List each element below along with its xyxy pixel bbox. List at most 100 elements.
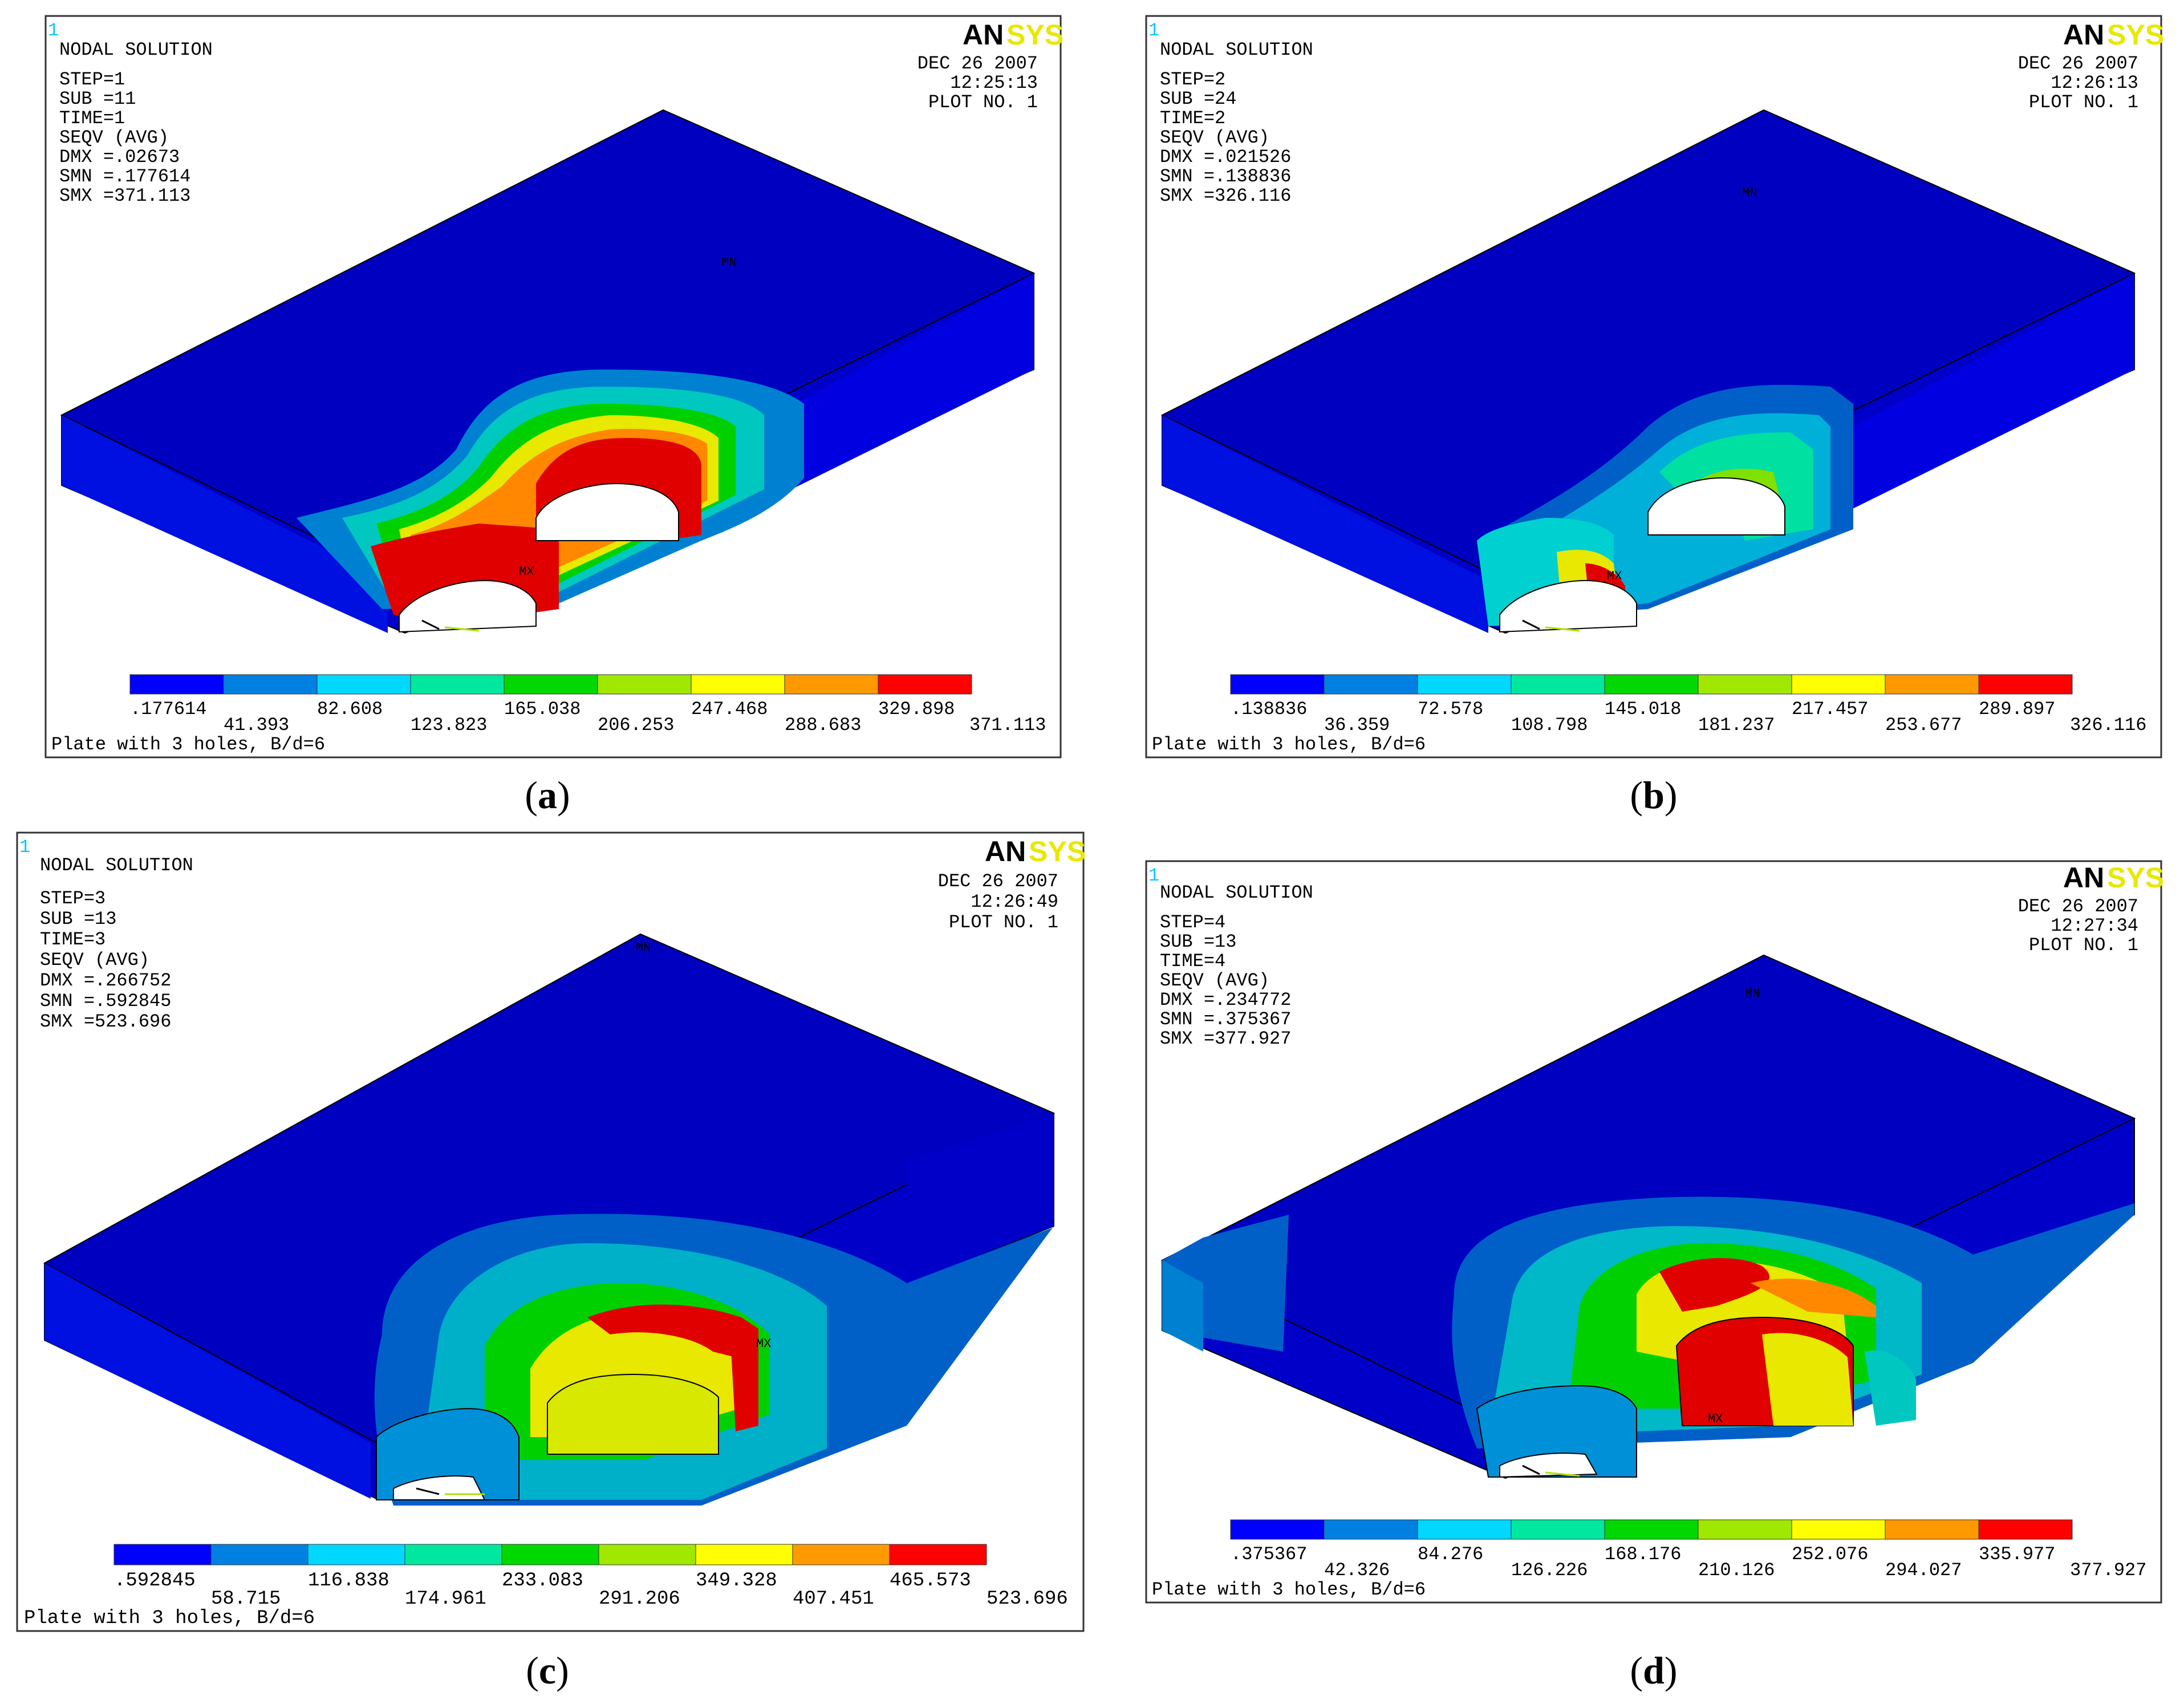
legend-swatch — [1417, 1519, 1512, 1540]
legend-swatch — [223, 674, 318, 695]
legend-label: 217.457 — [1792, 699, 1868, 720]
legend-swatch — [792, 1544, 890, 1565]
mx-marker: MX — [1607, 569, 1622, 583]
color-legend: .592845 116.838 233.083 349.328 465.573 … — [113, 1544, 1068, 1610]
mn-marker: MN — [636, 940, 651, 955]
header-line: TIME=3 — [40, 929, 105, 950]
plot-date: DEC 26 2007 — [2018, 896, 2138, 917]
header-line: SUB =11 — [59, 88, 136, 109]
header-line: NODAL SOLUTION — [40, 855, 193, 876]
legend-label: 329.898 — [878, 699, 955, 720]
legend-label: 288.683 — [785, 715, 861, 736]
plot-time: 12:26:13 — [2051, 72, 2138, 94]
legend-label: 291.206 — [599, 1588, 680, 1610]
logo-sys: SYS — [1029, 835, 1086, 867]
logo-an: AN — [2063, 862, 2104, 894]
mn-marker: MN — [1745, 987, 1760, 1001]
legend-label: 233.083 — [502, 1570, 583, 1592]
plate-model: MN MX — [1160, 109, 2136, 634]
legend-label: 165.038 — [504, 699, 580, 720]
header-block: NODAL SOLUTION STEP=2 SUB =24 TIME=2 SEQ… — [1160, 39, 1313, 206]
plot-time: 12:27:34 — [2051, 915, 2138, 936]
header-line: SMX =371.113 — [59, 185, 190, 206]
legend-swatch — [1511, 674, 1605, 695]
legend-label: 84.276 — [1418, 1544, 1483, 1565]
header-line: STEP=4 — [1160, 912, 1225, 933]
legend-label: 252.076 — [1792, 1544, 1868, 1565]
color-legend: .138836 72.578 145.018 217.457 289.897 3… — [1230, 674, 2146, 736]
header-block: NODAL SOLUTION STEP=4 SUB =13 TIME=4 SEQ… — [1160, 882, 1313, 1049]
legend-label: 41.393 — [224, 715, 289, 736]
window-number: 1 — [1148, 865, 1159, 886]
ansys-plot-c: 1 NODAL SOLUTION STEP=3 SUB =13 TIME=3 S… — [16, 831, 1086, 1632]
legend-label: 36.359 — [1324, 715, 1390, 736]
plot-date: DEC 26 2007 — [2018, 53, 2138, 74]
plot-date: DEC 26 2007 — [938, 871, 1058, 892]
header-line: NODAL SOLUTION — [1160, 882, 1313, 903]
header-line: SEQV (AVG) — [1160, 970, 1269, 991]
caption-c: (c) — [526, 1649, 569, 1692]
header-line: SMX =326.116 — [1160, 185, 1291, 206]
plot-footer: Plate with 3 holes, B/d=6 — [51, 734, 325, 755]
legend-label: 407.451 — [793, 1588, 874, 1610]
ansys-logo: AN SYS — [2063, 19, 2164, 51]
legend-swatch — [598, 1544, 696, 1565]
logo-an: AN — [2063, 19, 2104, 51]
legend-label: 82.608 — [317, 699, 383, 720]
legend-swatch — [316, 674, 411, 695]
legend-swatch — [404, 1544, 502, 1565]
legend-label: 116.838 — [308, 1570, 389, 1592]
legend-label: 253.677 — [1885, 715, 1962, 736]
logo-an: AN — [985, 835, 1026, 867]
legend-swatch — [1230, 674, 1325, 695]
legend-swatch — [1511, 1519, 1605, 1540]
legend-label: 210.126 — [1698, 1560, 1775, 1581]
legend-swatch — [504, 674, 598, 695]
legend-label: 247.468 — [691, 699, 768, 720]
plot-time: 12:26:49 — [971, 891, 1058, 912]
caption-b: (b) — [1630, 773, 1678, 817]
legend-swatch — [784, 674, 879, 695]
plot-footer: Plate with 3 holes, B/d=6 — [24, 1608, 315, 1629]
header-line: NODAL SOLUTION — [1160, 39, 1313, 60]
header-line: TIME=4 — [1160, 951, 1225, 972]
plot-footer: Plate with 3 holes, B/d=6 — [1152, 734, 1426, 755]
legend-label: .592845 — [114, 1570, 196, 1592]
legend-label: 465.573 — [890, 1570, 971, 1592]
ansys-logo: AN SYS — [963, 19, 1063, 51]
legend-swatch — [1324, 674, 1418, 695]
legend-label: 168.176 — [1605, 1544, 1681, 1565]
caption-a: (a) — [525, 773, 570, 817]
legend-label: 523.696 — [987, 1588, 1068, 1610]
logo-an: AN — [963, 19, 1004, 51]
ansys-plot-a: 1 NODAL SOLUTION STEP=1 SUB =11 TIME=1 S… — [44, 15, 1063, 758]
header-line: SMX =377.927 — [1160, 1028, 1291, 1049]
legend-label: 206.253 — [598, 715, 674, 736]
plot-number: PLOT NO. 1 — [928, 92, 1038, 113]
legend-label: 123.823 — [411, 715, 487, 736]
plot-number: PLOT NO. 1 — [2029, 92, 2138, 113]
legend-swatch — [1791, 1519, 1886, 1540]
header-line: SEQV (AVG) — [59, 127, 169, 148]
header-line: SUB =13 — [1160, 931, 1236, 952]
legend-swatch — [1885, 1519, 1979, 1540]
header-block: NODAL SOLUTION STEP=3 SUB =13 TIME=3 SEQ… — [40, 855, 193, 1032]
header-line: DMX =.266752 — [40, 970, 171, 991]
header-line: SEQV (AVG) — [40, 950, 149, 971]
legend-swatch — [210, 1544, 308, 1565]
header-line: TIME=2 — [1160, 108, 1225, 129]
legend-label: 58.715 — [211, 1588, 281, 1610]
legend-label: .177614 — [130, 699, 206, 720]
mx-marker: MX — [1708, 1412, 1723, 1426]
legend-label: 371.113 — [969, 715, 1046, 736]
header-line: SUB =13 — [40, 908, 116, 930]
plot-time: 12:25:13 — [950, 72, 1038, 94]
header-line: STEP=1 — [59, 69, 125, 90]
legend-swatch — [1604, 1519, 1699, 1540]
legend-swatch — [501, 1544, 599, 1565]
logo-sys: SYS — [2107, 19, 2164, 51]
legend-label: 108.798 — [1511, 715, 1588, 736]
header-line: SMN =.592845 — [40, 991, 171, 1012]
legend-label: 174.961 — [405, 1588, 486, 1610]
color-legend: .375367 84.276 168.176 252.076 335.977 4… — [1230, 1519, 2146, 1581]
